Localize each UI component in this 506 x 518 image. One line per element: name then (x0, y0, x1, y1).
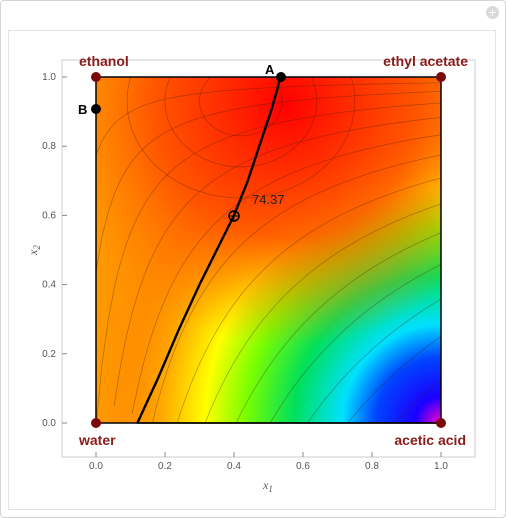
label-point-a: A (265, 62, 275, 77)
label-ethyl-acetate: ethyl acetate (383, 53, 468, 69)
y-tick-label: 0.2 (42, 349, 56, 360)
heatmap (96, 77, 441, 423)
contour-line (176, 177, 441, 423)
x-tick-label: 0.2 (158, 461, 172, 472)
y-tick-label: 0.8 (42, 141, 56, 152)
contour-line (96, 91, 441, 272)
x-tick-label: 0.6 (296, 461, 310, 472)
y-tick-label: 1.0 (42, 72, 56, 83)
x-tick-label: 1.0 (434, 461, 448, 472)
y-ticks: 0.0 0.2 0.4 0.6 0.8 1.0 (42, 72, 67, 429)
close-icon[interactable]: + (486, 6, 499, 19)
contour-line (151, 154, 441, 423)
contour-loop (199, 77, 283, 137)
axes-frame (61, 59, 476, 458)
label-water: water (78, 432, 116, 448)
x-tick-label: 0.8 (365, 461, 379, 472)
contour-line (113, 116, 441, 407)
trajectory-curve (136, 76, 282, 424)
point-b-marker[interactable] (91, 104, 101, 114)
contour-line (235, 232, 441, 423)
y-tick-label: 0.4 (42, 280, 56, 291)
contour-line (393, 379, 441, 423)
y-tick-label: 0.6 (42, 210, 56, 221)
contour-line (269, 263, 441, 423)
y-tick-label: 0.0 (42, 418, 56, 429)
label-ethanol: ethanol (79, 53, 129, 69)
point-a-marker[interactable] (276, 72, 286, 82)
x-ticks: 0.0 0.2 0.4 0.6 0.8 1.0 (89, 452, 448, 472)
contour-line (204, 203, 441, 423)
contour-line (96, 102, 441, 423)
label-point-b: B (78, 102, 87, 117)
corner-marker-ethanol (91, 72, 101, 82)
corner-marker-acetic-acid (436, 418, 446, 428)
label-acetic-acid: acetic acid (394, 432, 466, 448)
x-axis-label: x1 (262, 478, 273, 494)
contour-line (131, 134, 441, 414)
corner-marker-water (91, 418, 101, 428)
contour-lines (96, 77, 441, 423)
contour-loop (164, 77, 318, 168)
corner-marker-ethyl-acetate (436, 72, 446, 82)
y-axis-label: x2 (26, 245, 42, 256)
contour-line (306, 298, 441, 423)
x-tick-label: 0.0 (89, 461, 103, 472)
x-tick-label: 0.4 (227, 461, 241, 472)
contour-line (347, 335, 441, 423)
label-maximum-value: 74.37 (252, 192, 285, 207)
